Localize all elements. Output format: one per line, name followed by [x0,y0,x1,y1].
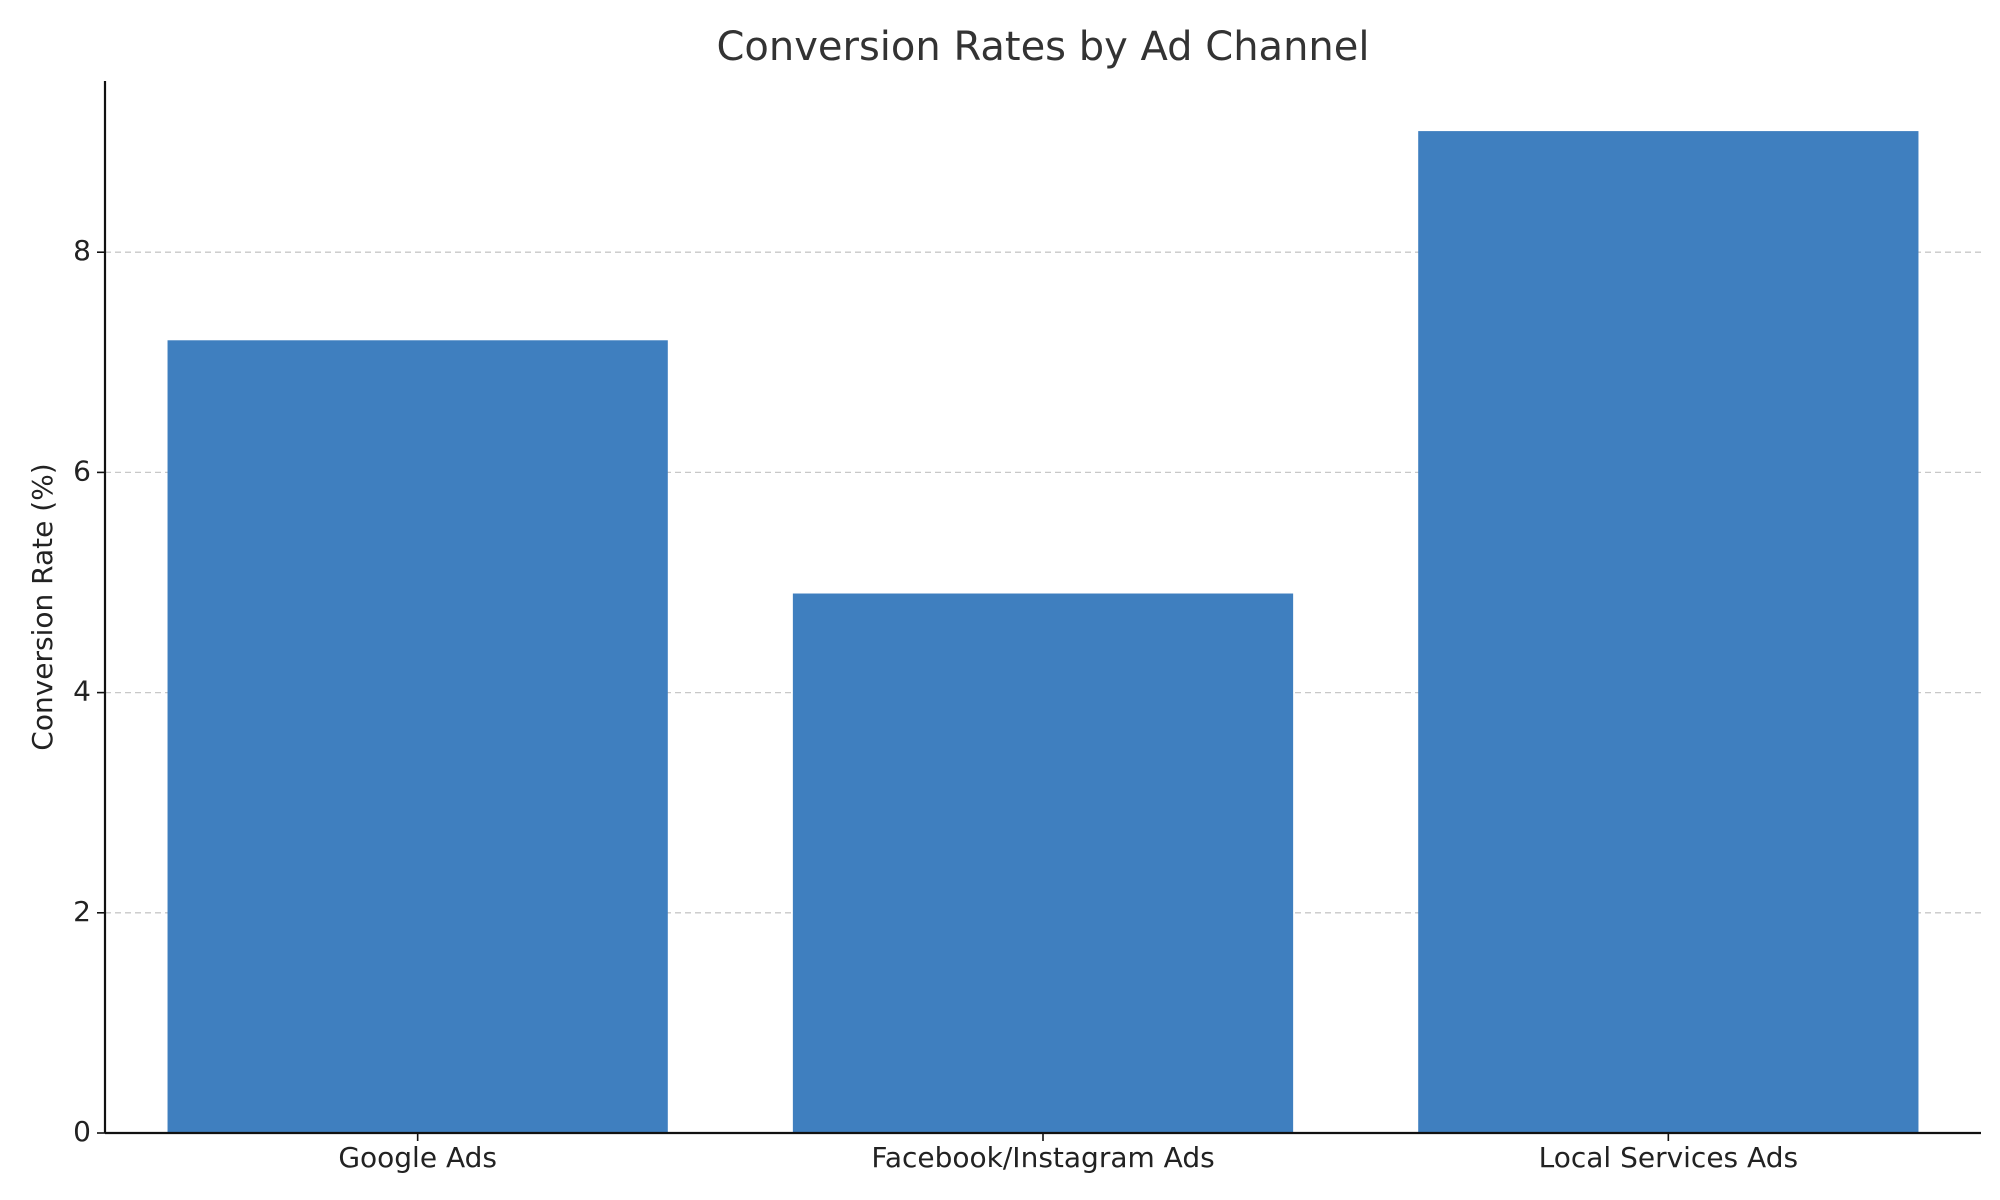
y-tick-label: 6 [73,454,91,487]
y-tick-label: 8 [73,234,91,267]
x-tick-label: Facebook/Instagram Ads [871,1141,1214,1174]
bar [167,340,668,1133]
y-axis-label: Conversion Rate (%) [26,463,59,750]
y-tick-label: 0 [73,1115,91,1148]
chart-title: Conversion Rates by Ad Channel [716,24,1369,70]
y-tick-label: 4 [73,675,91,708]
bar [792,593,1294,1133]
x-tick-label: Local Services Ads [1539,1141,1798,1174]
x-tick-label: Google Ads [338,1141,497,1174]
y-tick-label: 2 [73,895,91,928]
bar [1418,131,1919,1134]
